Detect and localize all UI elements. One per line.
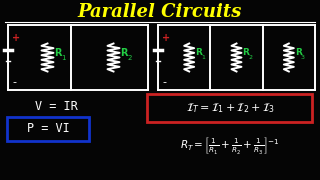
- Text: 2: 2: [249, 55, 252, 60]
- Text: -: -: [12, 77, 16, 87]
- Text: $R_T = \left[\frac{1}{R_1} + \frac{1}{R_2} + \frac{1}{R_3}\right]^{-1}$: $R_T = \left[\frac{1}{R_1} + \frac{1}{R_…: [180, 134, 280, 156]
- Text: +: +: [12, 33, 20, 43]
- Text: V = IR: V = IR: [35, 100, 78, 112]
- Text: 3: 3: [301, 55, 305, 60]
- Text: 1: 1: [201, 55, 205, 60]
- Text: R: R: [121, 48, 128, 58]
- Text: 1: 1: [61, 55, 66, 62]
- Text: 2: 2: [127, 55, 132, 62]
- Text: R: R: [54, 48, 62, 58]
- Text: +: +: [162, 33, 170, 43]
- Text: Parallel Circuits: Parallel Circuits: [78, 3, 242, 21]
- Text: R: R: [295, 48, 302, 57]
- Text: P = VI: P = VI: [27, 123, 69, 136]
- Text: R: R: [243, 48, 249, 57]
- Text: R: R: [195, 48, 202, 57]
- Text: $\mathcal{I}_T = \mathcal{I}_1 + \mathcal{I}_2 + \mathcal{I}_3$: $\mathcal{I}_T = \mathcal{I}_1 + \mathca…: [186, 101, 274, 115]
- Text: -: -: [162, 77, 166, 87]
